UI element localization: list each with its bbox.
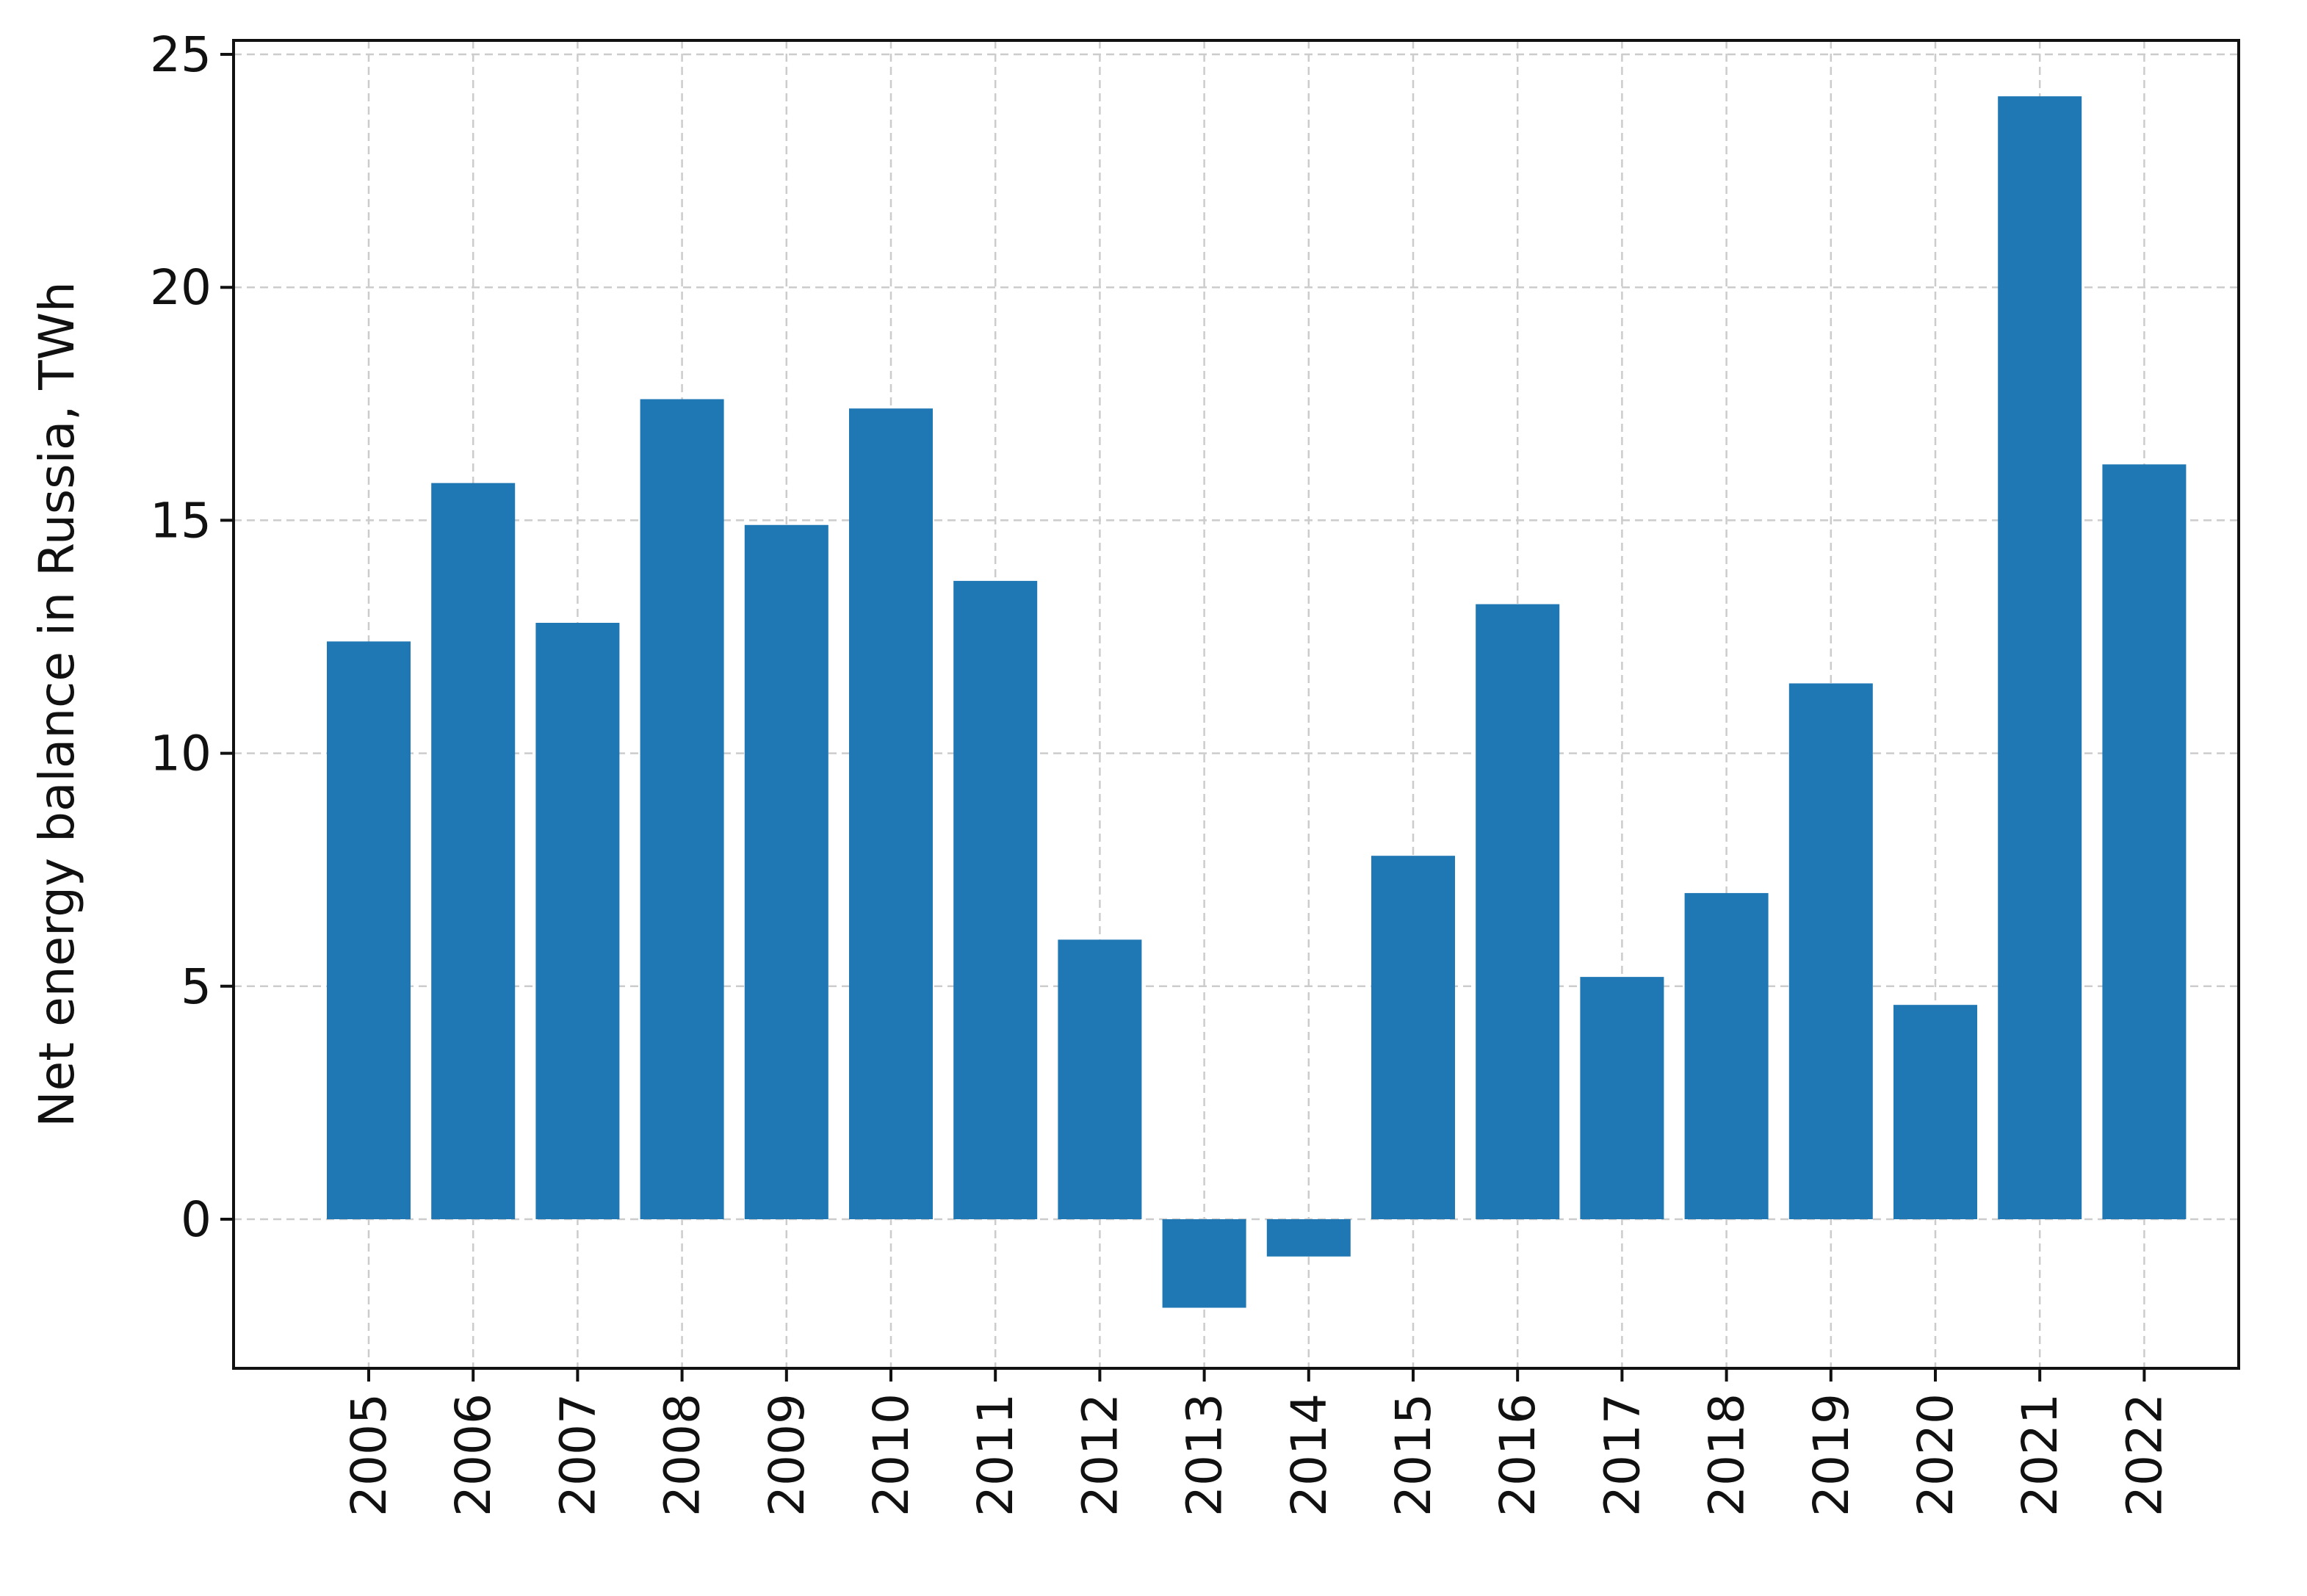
x-tick-label: 2021 [2012, 1393, 2068, 1517]
x-tick-label: 2009 [759, 1393, 815, 1517]
bar-2012 [1058, 939, 1142, 1219]
x-tick-label: 2010 [863, 1393, 920, 1517]
bar-2014 [1266, 1218, 1351, 1257]
x-tick-label: 2011 [967, 1393, 1024, 1517]
x-tick-label: 2006 [445, 1393, 502, 1517]
bar-2021 [1998, 96, 2082, 1219]
y-axis: 0 5 10 15 20 25 [150, 26, 234, 1248]
x-tick-label: 2005 [341, 1393, 397, 1517]
y-tick-label: 25 [150, 26, 212, 83]
y-tick-label: 15 [150, 492, 212, 549]
bar-2006 [431, 483, 516, 1219]
bars [327, 96, 2187, 1308]
plot-frame [232, 39, 2240, 1370]
x-tick-label: 2015 [1385, 1393, 1442, 1517]
bar-2020 [1893, 1005, 1977, 1219]
x-tick-label: 2019 [1803, 1393, 1860, 1517]
bar-2011 [953, 580, 1038, 1219]
bar-2010 [849, 408, 933, 1219]
bar-2022 [2102, 464, 2187, 1219]
x-tick-label: 2020 [1907, 1393, 1964, 1517]
x-tick-label: 2014 [1281, 1393, 1337, 1517]
bar-2008 [640, 399, 724, 1219]
bar-2009 [744, 524, 828, 1219]
bar-2018 [1684, 892, 1769, 1219]
bar-2019 [1788, 683, 1873, 1219]
y-tick-label: 20 [150, 259, 212, 316]
x-tick-label: 2017 [1594, 1393, 1650, 1517]
bar-2015 [1371, 856, 1455, 1219]
y-tick-label: 5 [181, 958, 212, 1015]
x-tick-label: 2008 [654, 1393, 711, 1517]
x-tick-label: 2013 [1177, 1393, 1233, 1517]
y-axis-label: Net energy balance in Russia, TWh [29, 281, 85, 1127]
x-axis: 2005 2006 2007 2008 2009 2010 2011 2012 2013 2014… [341, 1368, 2173, 1517]
y-tick-label: 10 [150, 726, 212, 782]
bar-2016 [1476, 604, 1560, 1219]
x-tick-label: 2012 [1072, 1393, 1128, 1517]
bar-2007 [535, 622, 620, 1219]
x-tick-label: 2007 [549, 1393, 606, 1517]
bar-2013 [1162, 1218, 1246, 1308]
bar-2005 [327, 641, 411, 1219]
x-tick-label: 2022 [2116, 1393, 2173, 1517]
x-tick-label: 2016 [1490, 1393, 1546, 1517]
x-tick-label: 2018 [1699, 1393, 1755, 1517]
bar-2017 [1580, 977, 1664, 1219]
y-tick-label: 0 [181, 1191, 212, 1248]
